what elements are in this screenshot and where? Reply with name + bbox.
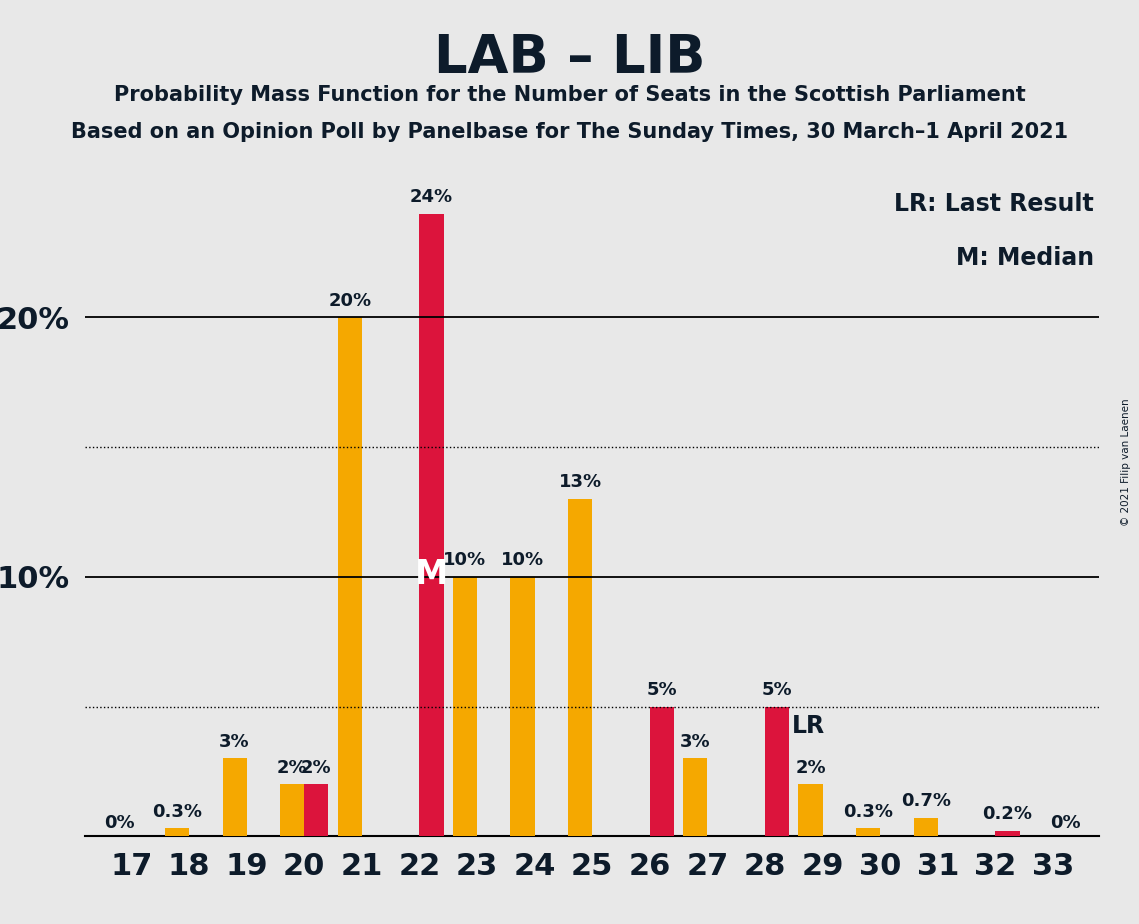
Text: 24%: 24% <box>410 188 453 206</box>
Bar <box>280 784 304 836</box>
Text: Probability Mass Function for the Number of Seats in the Scottish Parliament: Probability Mass Function for the Number… <box>114 85 1025 105</box>
Text: 0.7%: 0.7% <box>901 792 951 810</box>
Bar <box>304 784 328 836</box>
Bar <box>453 577 477 836</box>
Text: 2%: 2% <box>277 759 308 776</box>
Text: 0.3%: 0.3% <box>843 803 893 821</box>
Bar <box>798 784 822 836</box>
Text: 10%: 10% <box>501 551 544 569</box>
Text: 0.3%: 0.3% <box>151 803 202 821</box>
Text: 2%: 2% <box>301 759 331 776</box>
Bar <box>568 499 592 836</box>
Text: 3%: 3% <box>680 733 711 750</box>
Text: 5%: 5% <box>647 681 678 699</box>
Text: 0%: 0% <box>1050 814 1081 833</box>
Text: LR: LR <box>792 714 826 738</box>
Text: 10%: 10% <box>443 551 486 569</box>
Bar <box>995 831 1019 836</box>
Text: LR: Last Result: LR: Last Result <box>894 192 1095 216</box>
Bar <box>165 829 189 836</box>
Text: 0%: 0% <box>104 814 134 833</box>
Text: 13%: 13% <box>558 473 601 492</box>
Bar <box>857 829 880 836</box>
Text: LAB – LIB: LAB – LIB <box>434 32 705 84</box>
Text: 20%: 20% <box>328 292 371 310</box>
Text: M: Median: M: Median <box>956 246 1095 270</box>
Bar <box>650 707 674 836</box>
Bar <box>419 213 444 836</box>
Bar <box>765 707 789 836</box>
Text: © 2021 Filip van Laenen: © 2021 Filip van Laenen <box>1121 398 1131 526</box>
Text: 3%: 3% <box>220 733 249 750</box>
Text: 2%: 2% <box>795 759 826 776</box>
Bar <box>222 759 247 836</box>
Text: M: M <box>415 558 449 591</box>
Bar <box>913 818 937 836</box>
Bar <box>337 317 362 836</box>
Bar <box>510 577 534 836</box>
Text: Based on an Opinion Poll by Panelbase for The Sunday Times, 30 March–1 April 202: Based on an Opinion Poll by Panelbase fo… <box>71 122 1068 142</box>
Text: 0.2%: 0.2% <box>983 805 1033 823</box>
Bar <box>683 759 707 836</box>
Text: 5%: 5% <box>762 681 793 699</box>
